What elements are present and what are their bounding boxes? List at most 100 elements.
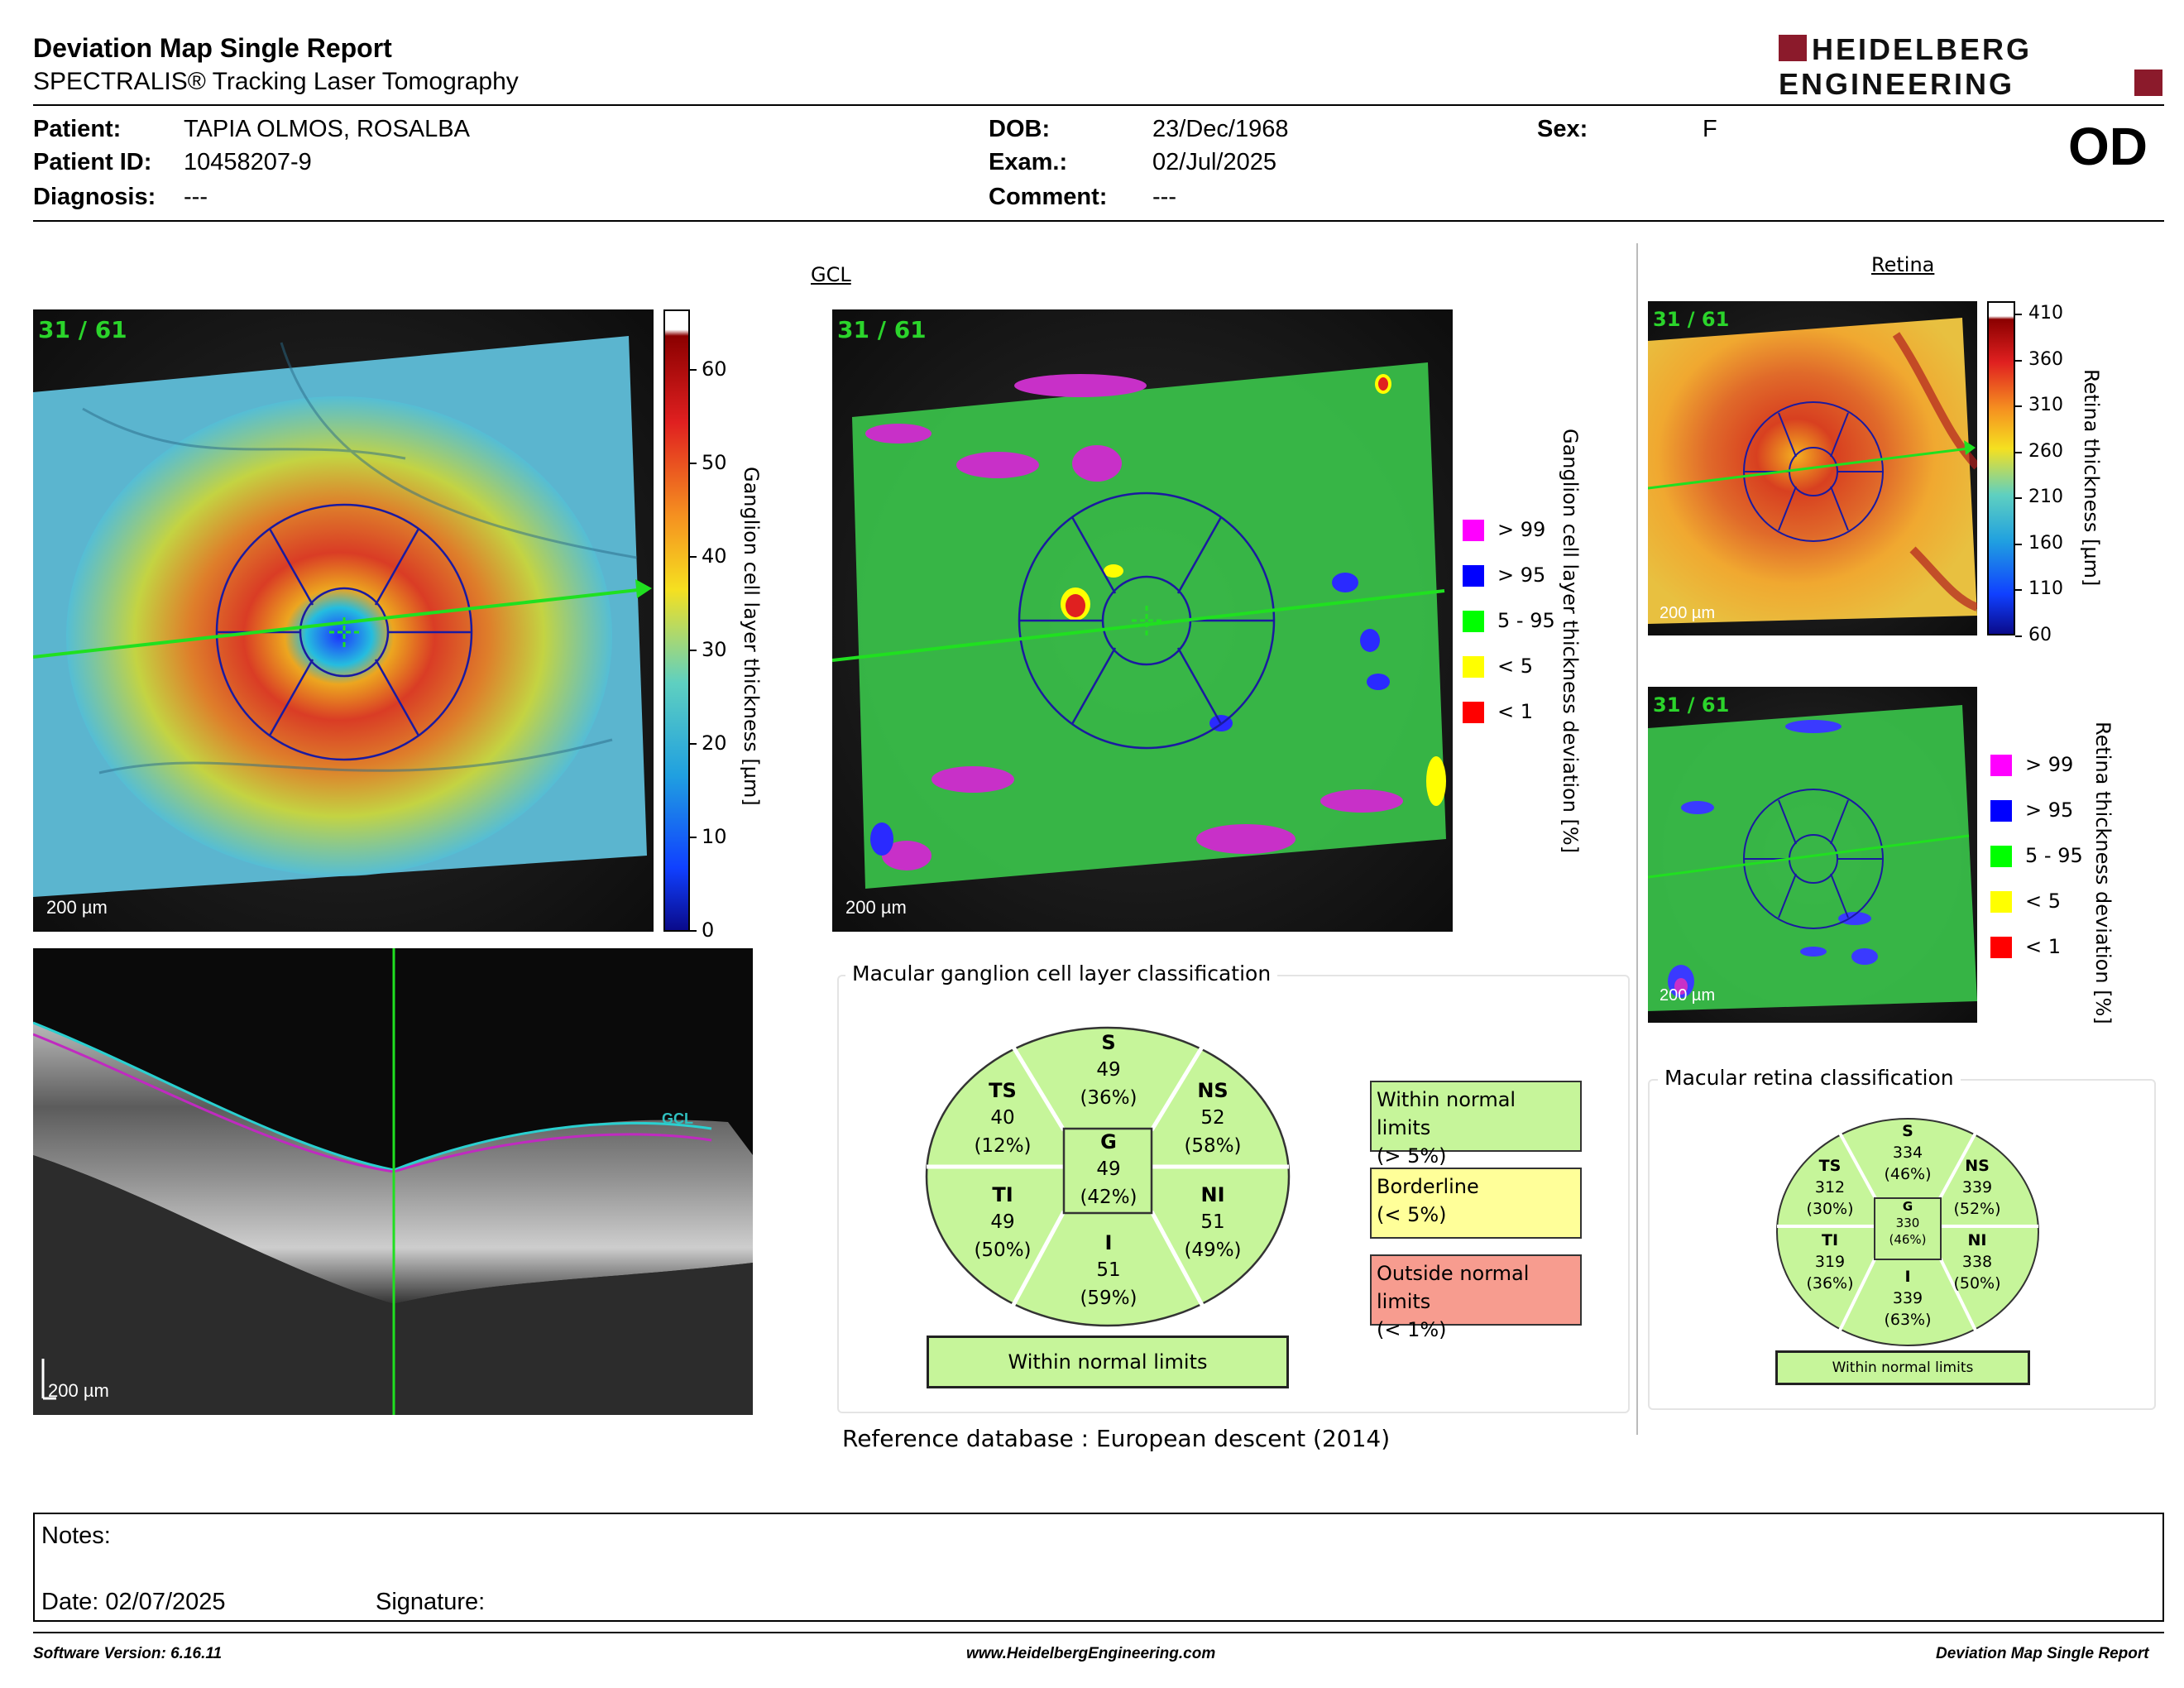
retina-deviation-axis-label: Retina thickness deviation [%] <box>2091 722 2115 1024</box>
colorbar-tick-label: 160 <box>2028 532 2063 554</box>
eye-indicator: OD <box>2068 117 2148 176</box>
sector-ti: TI 49 (50%) <box>974 1183 1032 1261</box>
signature-label: Signature: <box>376 1589 486 1615</box>
legend-swatch <box>1463 565 1484 587</box>
sector-ts: TS 40 (12%) <box>974 1079 1032 1157</box>
colorbar-tick-mark <box>690 556 697 558</box>
legend-swatch <box>1990 755 2012 776</box>
legend-swatch <box>1990 891 2012 913</box>
patient-name: TAPIA OLMOS, ROSALBA <box>184 116 470 142</box>
notes-box[interactable] <box>33 1513 2164 1622</box>
legend-swatch <box>1463 611 1484 632</box>
patient-rule <box>33 220 2164 222</box>
gcl-thickness-axis-label: Ganglion cell layer thickness [µm] <box>740 467 763 806</box>
key-line2: (> 5%) <box>1377 1144 1447 1168</box>
retina-thickness-colorbar <box>1987 301 2015 635</box>
colorbar-tick-label: 310 <box>2028 395 2063 415</box>
legend-label: > 95 <box>2025 798 2074 822</box>
gcl-section-title: GCL <box>811 263 851 286</box>
sector-s: S 49 (36%) <box>1080 1031 1138 1109</box>
classification-key-box: Borderline (< 5%) <box>1370 1168 1582 1239</box>
colorbar-tick-mark <box>2015 405 2022 407</box>
legend-label: < 1 <box>1497 700 1534 723</box>
key-line2: (< 1%) <box>1377 1318 1447 1341</box>
gcl-thickness-colorbar <box>663 309 690 932</box>
exam-value: 02/Jul/2025 <box>1152 149 1276 175</box>
retina-deviation-map: 31 / 61 200 µm <box>1648 687 1977 1023</box>
patient-id-value: 10458207-9 <box>184 149 312 175</box>
retina-sector-ni: NI 338 (50%) <box>1953 1231 2001 1292</box>
sex-label: Sex: <box>1537 116 1588 142</box>
colorbar-tick-label: 0 <box>702 918 715 942</box>
colorbar-tick-label: 410 <box>2028 303 2063 324</box>
classification-key-box: Outside normal limits (< 1%) <box>1370 1254 1582 1341</box>
legend-label: 5 - 95 <box>2025 844 2083 867</box>
colorbar-tick-mark <box>2015 589 2022 591</box>
retina-sector-g: G 330 (46%) <box>1889 1199 1927 1247</box>
sector-i: I 51 (59%) <box>1080 1231 1138 1309</box>
dob-label: DOB: <box>989 116 1051 142</box>
retina-classification-result: Within normal limits <box>1775 1350 2030 1385</box>
sector-g: G 49 (42%) <box>1080 1130 1138 1208</box>
heidelberg-logo: HEIDELBERG ENGINEERING <box>1779 32 2162 101</box>
colorbar-tick-mark <box>2015 543 2022 545</box>
logo-line2: ENGINEERING <box>1779 67 2014 101</box>
legend-swatch <box>1463 520 1484 541</box>
retina-sector-ns: NS 339 (52%) <box>1953 1157 2001 1218</box>
exam-label: Exam.: <box>989 149 1068 175</box>
footer-rule <box>33 1632 2164 1633</box>
report-title: Deviation Map Single Report <box>33 33 392 63</box>
retina-sector-s: S 334 (46%) <box>1884 1122 1932 1183</box>
colorbar-tick-label: 10 <box>702 825 727 848</box>
retina-section-title: Retina <box>1871 253 1935 276</box>
scale-bar-label: 200 µm <box>1660 604 1716 622</box>
reference-value: European descent (2014) <box>1095 1425 1391 1452</box>
gcl-classification-result: Within normal limits <box>927 1336 1289 1388</box>
colorbar-tick-mark <box>690 743 697 745</box>
colorbar-tick-mark <box>690 463 697 464</box>
colorbar-tick-label: 30 <box>702 638 727 661</box>
colorbar-tick-mark <box>690 650 697 651</box>
colorbar-tick-mark <box>2015 451 2022 453</box>
legend-label: < 5 <box>1497 655 1534 678</box>
website-link[interactable]: www.HeidelbergEngineering.com <box>966 1645 1216 1662</box>
colorbar-tick-mark <box>2015 635 2022 637</box>
retina-sector-ti: TI 319 (36%) <box>1806 1231 1854 1292</box>
colorbar-tick-label: 50 <box>702 451 727 474</box>
patient-id-label: Patient ID: <box>33 149 152 175</box>
legend-label: 5 - 95 <box>1497 609 1555 632</box>
frame-count: 31 / 61 <box>837 316 927 343</box>
legend-swatch <box>1990 846 2012 867</box>
colorbar-tick-label: 360 <box>2028 348 2063 370</box>
key-line2: (< 5%) <box>1377 1203 1447 1226</box>
retina-sector-i: I 339 (63%) <box>1884 1268 1932 1329</box>
classification-key-box: Within normal limits (> 5%) <box>1370 1081 1582 1168</box>
frame-count: 31 / 61 <box>38 316 127 343</box>
patient-label: Patient: <box>33 116 122 142</box>
reference-database: Reference database : European descent (2… <box>842 1425 1390 1452</box>
retina-sector-ts: TS 312 (30%) <box>1806 1157 1854 1218</box>
colorbar-tick-label: 110 <box>2028 578 2063 599</box>
gcl-classification-title: Macular ganglion cell layer classificati… <box>845 961 1278 985</box>
reference-label: Reference database : <box>842 1425 1090 1452</box>
header-rule <box>33 104 2164 106</box>
colorbar-tick-mark <box>2015 314 2022 315</box>
colorbar-tick-label: 260 <box>2028 440 2063 462</box>
section-divider <box>1636 243 1638 1435</box>
colorbar-tick-label: 40 <box>702 544 727 568</box>
frame-count: 31 / 61 <box>1653 693 1730 717</box>
colorbar-tick-label: 210 <box>2028 487 2063 507</box>
key-line1: Borderline <box>1377 1175 1479 1198</box>
oct-layer-tag: GCL <box>662 1110 693 1127</box>
logo-line1: HEIDELBERG <box>1812 32 2032 66</box>
date-label: Date: 02/07/2025 <box>41 1589 226 1615</box>
sector-ni: NI 51 (49%) <box>1184 1183 1242 1261</box>
diagnosis-value: --- <box>184 184 208 210</box>
comment-value: --- <box>1152 184 1176 210</box>
gcl-deviation-map: 31 / 61 200 µm <box>832 309 1453 932</box>
gcl-deviation-axis-label: Ganglion cell layer thickness deviation … <box>1559 429 1582 854</box>
sex-value: F <box>1703 116 1717 142</box>
gcl-thickness-map: 31 / 61 200 µm <box>33 309 654 932</box>
key-line1: Within normal limits <box>1377 1088 1516 1139</box>
comment-label: Comment: <box>989 184 1108 210</box>
